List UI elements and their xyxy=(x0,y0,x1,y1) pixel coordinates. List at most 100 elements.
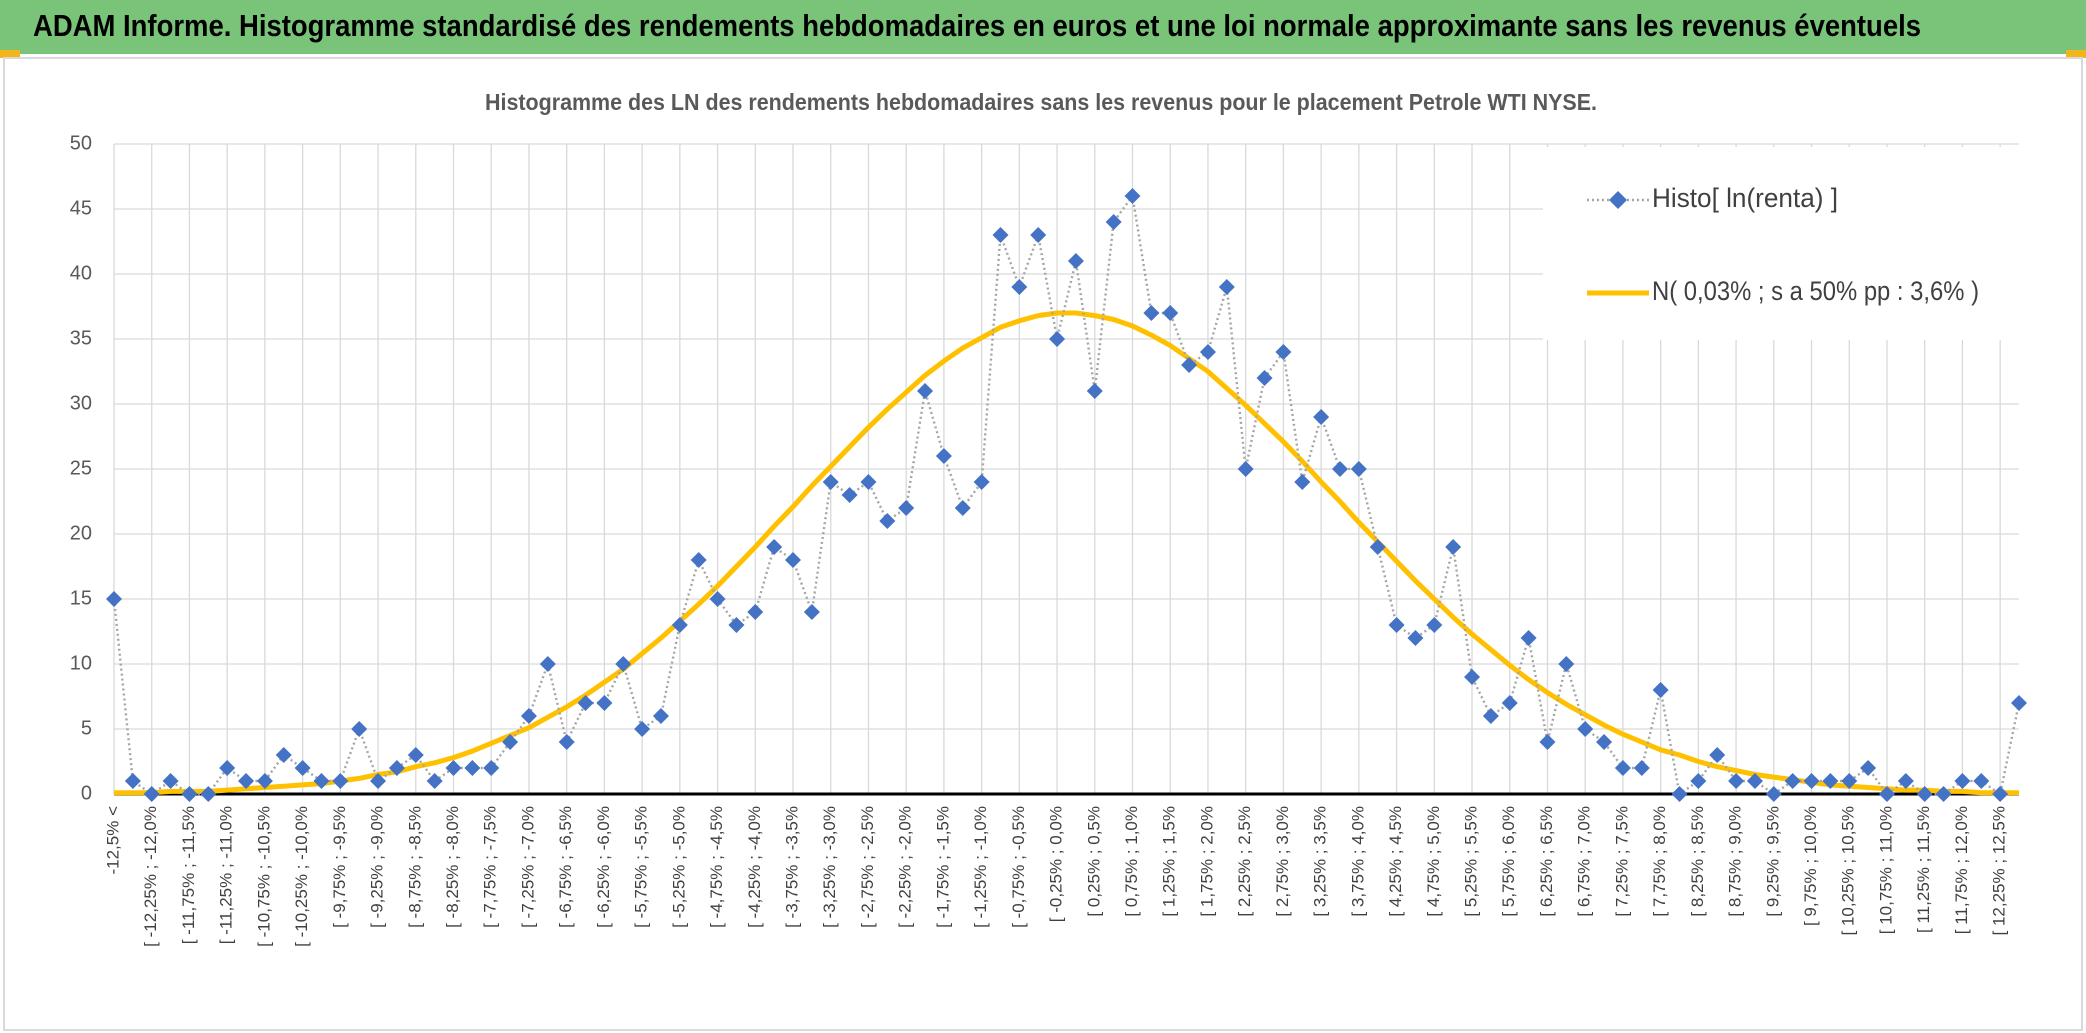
data-point xyxy=(1690,773,1707,789)
data-point xyxy=(1369,539,1386,555)
x-tick-label: [ 5,75% ; 6,0% xyxy=(1499,806,1518,917)
data-point xyxy=(1105,214,1122,230)
data-point xyxy=(426,773,443,789)
x-tick-label: [ 11,25% ; 11,5% xyxy=(1914,806,1933,933)
data-point xyxy=(822,474,839,490)
data-point xyxy=(1671,786,1688,802)
x-tick-label: [ 10,75% ; 11,0% xyxy=(1876,806,1895,934)
data-point xyxy=(898,500,915,516)
x-tick-label: [ -3,75% ; -3,5% xyxy=(782,806,801,928)
data-point xyxy=(106,591,122,607)
data-point xyxy=(1464,669,1481,685)
data-point xyxy=(1614,760,1631,776)
data-point xyxy=(1218,279,1235,295)
x-tick-label: [ 1,75% ; 2,0% xyxy=(1197,806,1216,917)
data-point xyxy=(1860,760,1877,776)
x-tick-label: [ -2,25% ; -2,0% xyxy=(896,806,915,928)
x-tick-label: [ 3,25% ; 3,5% xyxy=(1311,806,1330,917)
data-point xyxy=(445,760,462,776)
data-point xyxy=(1049,331,1066,347)
data-point xyxy=(370,773,387,789)
x-tick-label: [ -0,25% ; 0,0% xyxy=(1047,806,1066,922)
x-tick-label: [ -3,25% ; -3,0% xyxy=(820,806,839,928)
data-point xyxy=(1237,461,1254,477)
data-point xyxy=(256,773,273,789)
y-tick-label: 30 xyxy=(70,392,92,414)
data-point xyxy=(351,721,368,737)
x-tick-label: [ 3,75% ; 4,0% xyxy=(1348,806,1367,917)
data-point xyxy=(766,539,783,555)
header-title: ADAM Informe. Histogramme standardisé de… xyxy=(33,8,1921,43)
y-tick-label: 10 xyxy=(70,652,92,674)
x-tick-label: [ -10,75% ; -10,5% xyxy=(254,806,273,947)
data-point xyxy=(728,617,745,633)
x-tick-label: [ -9,25% ; -9,0% xyxy=(368,806,387,928)
data-point xyxy=(558,734,575,750)
x-tick-label: [ -6,25% ; -6,0% xyxy=(594,806,613,928)
legend: Histo[ ln(renta) ] N( 0,03% ; s a 50% pp … xyxy=(1543,147,2019,340)
x-tick-label: [ -2,75% ; -2,5% xyxy=(858,806,877,928)
data-point xyxy=(143,786,160,802)
data-point xyxy=(162,773,179,789)
data-point xyxy=(1482,708,1499,724)
data-point xyxy=(1426,617,1443,633)
data-point xyxy=(1407,630,1424,646)
data-point xyxy=(539,656,556,672)
data-point xyxy=(200,786,217,802)
x-tick-label: [ -4,75% ; -4,5% xyxy=(707,806,726,928)
data-point xyxy=(1784,773,1801,789)
x-tick-label: [ 5,25% ; 5,5% xyxy=(1462,806,1481,917)
data-point xyxy=(671,617,688,633)
x-tick-label: [ -10,25% ; -10,0% xyxy=(292,806,311,947)
x-tick-label: [ -7,25% ; -7,0% xyxy=(518,806,537,928)
data-point xyxy=(973,474,990,490)
legend-box xyxy=(1543,147,2019,340)
data-point xyxy=(1501,695,1518,711)
x-tick-label: [ -6,75% ; -6,5% xyxy=(556,806,575,928)
data-point xyxy=(1841,773,1858,789)
data-point xyxy=(219,760,236,776)
data-point xyxy=(520,708,537,724)
x-tick-label: [ -4,25% ; -4,0% xyxy=(745,806,764,928)
data-point xyxy=(1709,747,1726,763)
data-point xyxy=(1822,773,1839,789)
data-point xyxy=(841,487,858,503)
data-point xyxy=(407,747,424,763)
legend-label: Histo[ ln(renta) ] xyxy=(1652,183,1838,213)
y-tick-label: 15 xyxy=(70,587,92,609)
corner-mark xyxy=(2066,50,2086,58)
x-tick-label: [ -1,75% ; -1,5% xyxy=(933,806,952,928)
data-point xyxy=(1313,409,1330,425)
data-point xyxy=(596,695,613,711)
x-tick-label: [ 4,75% ; 5,0% xyxy=(1424,806,1443,917)
data-point xyxy=(275,747,292,763)
data-point xyxy=(1445,539,1462,555)
legend-marker xyxy=(1609,191,1627,209)
data-point xyxy=(502,734,519,750)
data-point xyxy=(1199,344,1216,360)
data-point xyxy=(388,760,405,776)
x-tick-label: [ 7,25% ; 7,5% xyxy=(1612,806,1631,917)
x-tick-label: [ 0,75% ; 1,0% xyxy=(1122,806,1141,917)
data-point xyxy=(181,786,198,802)
y-tick-label: 35 xyxy=(70,327,92,349)
x-tick-label: -12,5% < xyxy=(103,806,122,875)
x-tick-label: [ -8,75% ; -8,5% xyxy=(405,806,424,928)
x-tick-label: [ 10,25% ; 10,5% xyxy=(1839,806,1858,935)
data-point xyxy=(1143,305,1160,321)
x-tick-label: [ 9,25% ; 9,5% xyxy=(1763,806,1782,917)
x-tick-label: [ -0,75% ; -0,5% xyxy=(1009,806,1028,928)
data-point xyxy=(1011,279,1028,295)
x-tick-label: [ -9,75% ; -9,5% xyxy=(330,806,349,928)
data-point xyxy=(1765,786,1782,802)
x-tick-label: [ 9,75% ; 10,0% xyxy=(1801,806,1820,926)
data-point xyxy=(1275,344,1292,360)
x-tick-label: [ 6,25% ; 6,5% xyxy=(1537,806,1556,917)
data-point xyxy=(483,760,500,776)
data-point xyxy=(294,760,311,776)
x-tick-label: [ -5,75% ; -5,5% xyxy=(632,806,651,928)
x-tick-label: [ 8,25% ; 8,5% xyxy=(1688,806,1707,917)
data-point xyxy=(747,604,764,620)
